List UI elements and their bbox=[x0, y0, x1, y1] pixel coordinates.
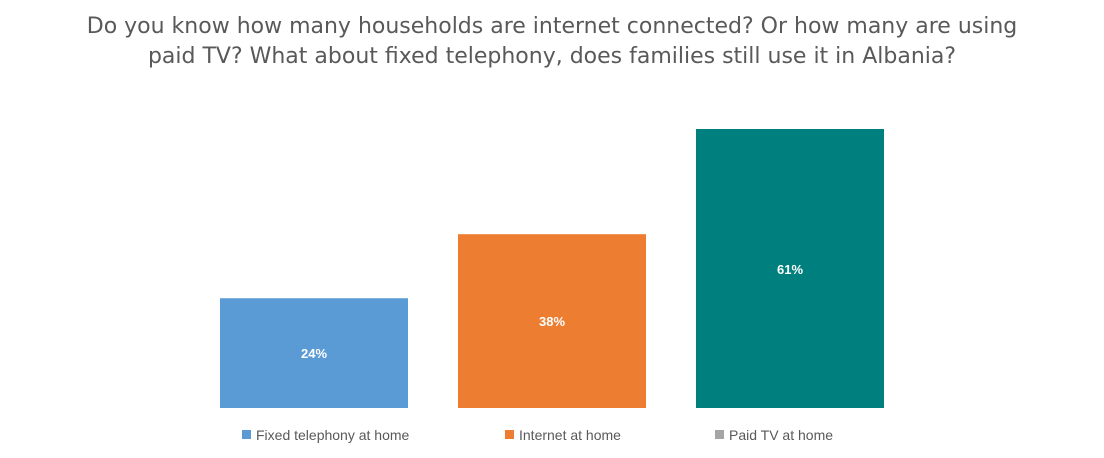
legend-swatch-3 bbox=[715, 430, 724, 439]
legend-label-2: Internet at home bbox=[519, 427, 621, 443]
bar-3 bbox=[696, 129, 884, 408]
legend-swatch-1 bbox=[242, 430, 251, 439]
legend: Fixed telephony at home Internet at home P… bbox=[242, 427, 833, 443]
data-label-2: 38% bbox=[539, 314, 565, 329]
bars-group: 24% 38% 61% bbox=[220, 129, 884, 408]
legend-label-3: Paid TV at home bbox=[729, 427, 833, 443]
data-label-1: 24% bbox=[301, 346, 327, 361]
chart-title-line-1: Do you know how many households are inte… bbox=[86, 14, 1018, 39]
data-label-3: 61% bbox=[777, 262, 803, 277]
chart-title: Do you know how many households are inte… bbox=[0, 12, 1104, 72]
bar-2 bbox=[458, 234, 646, 408]
bar-1 bbox=[220, 298, 408, 408]
legend-swatch-2 bbox=[505, 430, 514, 439]
legend-label-1: Fixed telephony at home bbox=[256, 427, 410, 443]
chart-title-line-2: paid TV? What about fixed telephony, doe… bbox=[147, 44, 957, 69]
